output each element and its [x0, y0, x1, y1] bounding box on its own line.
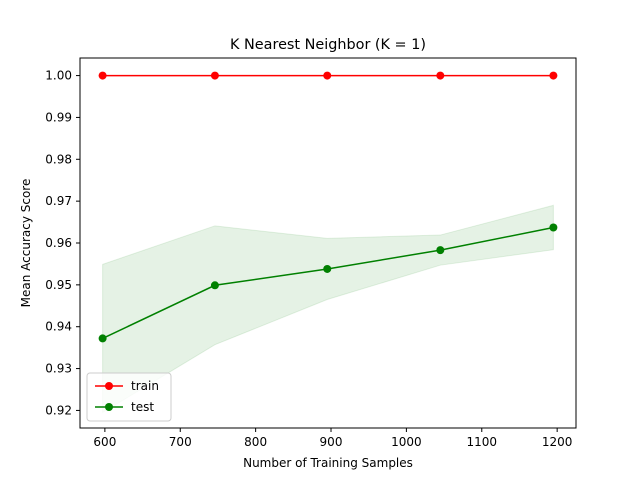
y-tick-label: 0.98	[45, 152, 72, 166]
test-confidence-band	[102, 204, 554, 414]
y-tick-label: 0.95	[45, 278, 72, 292]
x-tick-label: 1100	[467, 435, 498, 449]
legend-label-train: train	[131, 379, 159, 393]
train-point	[210, 71, 219, 80]
test-point	[210, 281, 219, 290]
chart-title: K Nearest Neighbor (K = 1)	[230, 37, 426, 53]
y-tick-label: 0.97	[45, 194, 72, 208]
y-tick-label: 0.93	[45, 362, 72, 376]
test-point	[323, 264, 332, 273]
test-point	[436, 246, 445, 255]
y-tick-label: 0.99	[45, 110, 72, 124]
test-point	[98, 334, 107, 343]
y-tick-label: 0.96	[45, 236, 72, 250]
x-tick-label: 600	[93, 435, 116, 449]
legend-marker-test	[105, 403, 113, 411]
x-axis-label: Number of Training Samples	[243, 456, 413, 470]
train-point	[436, 71, 445, 80]
x-axis: 600 700 800 900 1000 1100 1200	[93, 428, 572, 449]
y-axis: 0.92 0.93 0.94 0.95 0.96 0.97 0.98 0.99 1.00	[45, 69, 80, 417]
plot-area	[98, 71, 558, 414]
test-point	[549, 223, 558, 232]
legend: train test	[86, 372, 172, 422]
x-tick-label: 1200	[542, 435, 573, 449]
y-tick-label: 1.00	[45, 69, 72, 83]
train-point	[549, 71, 558, 80]
x-tick-label: 1000	[391, 435, 422, 449]
x-tick-label: 800	[244, 435, 267, 449]
y-tick-label: 0.92	[45, 403, 72, 417]
legend-label-test: test	[131, 400, 154, 414]
y-tick-label: 0.94	[45, 320, 72, 334]
x-tick-label: 900	[320, 435, 343, 449]
y-axis-label: Mean Accuracy Score	[19, 179, 33, 308]
train-point	[98, 71, 107, 80]
train-point	[323, 71, 332, 80]
x-tick-label: 700	[169, 435, 192, 449]
legend-marker-train	[105, 382, 113, 390]
